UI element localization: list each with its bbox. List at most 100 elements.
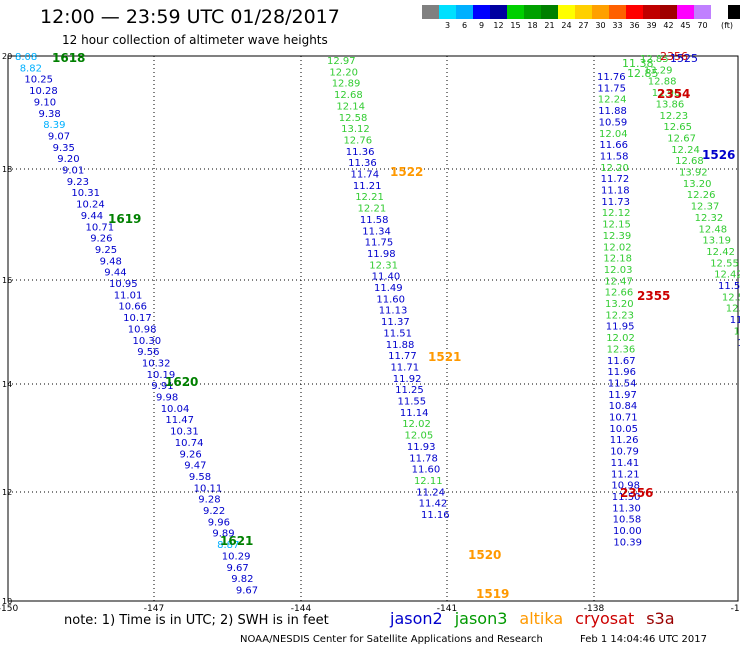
wave-height-label: 12.42 [714, 270, 740, 281]
scale-label: 12 [493, 21, 504, 30]
lat-tick-label: 14 [2, 380, 12, 389]
wave-height-label: 11.66 [599, 140, 628, 151]
wave-height-label: 11.51 [383, 328, 412, 339]
scale-label: 15 [510, 21, 521, 30]
scale-label: 27 [578, 21, 589, 30]
wave-height-label: 10.28 [29, 86, 58, 97]
lon-tick-label: -147 [144, 604, 164, 614]
wave-height-label: 12.47 [604, 276, 633, 287]
wave-height-label: 12.03 [604, 265, 633, 276]
wave-height-label: 12.5 [726, 304, 740, 315]
wave-height-label: 11.34 [362, 226, 391, 237]
wave-height-label: 12.24 [598, 95, 627, 106]
wave-height-label: 11.36 [346, 147, 375, 158]
wave-height-label: 13.19 [702, 236, 731, 247]
wave-height-label: 9.10 [34, 97, 56, 108]
wave-height-label: 9.44 [81, 211, 103, 222]
wave-height-label: 12.67 [667, 133, 696, 144]
scale-swatch [609, 5, 626, 19]
scale-label: 18 [527, 21, 538, 30]
wave-height-label: 13.20 [605, 299, 634, 310]
wave-height-label: 11.40 [372, 272, 401, 283]
wave-height-label: 11.88 [386, 340, 415, 351]
wave-height-label: 12.66 [605, 288, 634, 299]
wave-height-label: 11.49 [374, 283, 403, 294]
pass-id-label: 1522 [390, 165, 423, 179]
wave-height-label: 10.66 [118, 302, 147, 313]
wave-height-label: 11.21 [353, 181, 382, 192]
wave-height-label: 12.15 [602, 220, 631, 231]
wave-height-label: 9.89 [212, 529, 234, 540]
scale-swatch [507, 5, 524, 19]
scale-label: 45 [680, 21, 691, 30]
wave-height-label: 11.95 [606, 322, 635, 333]
timestamp: Feb 1 14:04:46 UTC 2017 [580, 634, 707, 645]
wave-height-label: 10.04 [161, 404, 190, 415]
wave-height-label: 12.18 [603, 254, 632, 265]
wave-height-label: 11.67 [607, 356, 636, 367]
wave-height-label: 9.22 [203, 506, 225, 517]
wave-height-label: 12.05 [405, 431, 434, 442]
wave-height-label: 11.72 [601, 174, 630, 185]
pass-id-label: 1519 [476, 587, 509, 601]
wave-height-label: 12.04 [599, 129, 628, 140]
wave-height-label: 9.67 [236, 585, 258, 596]
wave-height-label: 11.50 [612, 492, 641, 503]
wave-height-label: 11.53 [718, 281, 740, 292]
scale-swatch [677, 5, 694, 19]
scale-label: 9 [478, 21, 485, 30]
wave-height-label: 12.02 [606, 333, 635, 344]
wave-height-label: 11.14 [400, 408, 429, 419]
lon-tick-label: -150 [0, 604, 18, 614]
scale-swatch [473, 5, 490, 19]
wave-height-label: 9.82 [231, 574, 253, 585]
wave-height-label: 12.20 [329, 67, 358, 78]
wave-height-label: 12.23 [660, 111, 689, 122]
color-scale-labels: 3 6 9 12 15 18 21 24 27 30 33 36 39 42 45 70 [422, 21, 740, 30]
wave-height-label: 11.76 [597, 72, 626, 83]
wave-height-label: 9.25 [95, 245, 117, 256]
wave-height-label: 9.35 [53, 143, 75, 154]
wave-height-label: 10.00 [613, 526, 642, 537]
scale-label: 24 [561, 21, 572, 30]
wave-height-label: 11.98 [367, 249, 396, 260]
wave-height-label: 10.31 [170, 427, 199, 438]
wave-height-label: 10.71 [609, 413, 638, 424]
wave-height-label: 11.42 [419, 499, 448, 510]
pass-id-label: 1520 [468, 548, 501, 562]
legend-item-cryosat: cryosat [575, 609, 635, 628]
wave-height-label: 11.88 [598, 106, 627, 117]
scale-label: 70 [697, 21, 708, 30]
wave-height-label: 10.32 [142, 358, 171, 369]
wave-height-label: 11.54 [608, 378, 637, 389]
wave-height-label: 11.36 [348, 158, 377, 169]
wave-height-label: 10.17 [123, 313, 152, 324]
wave-height-label: 12.48 [699, 224, 728, 235]
pass-id-label: 1521 [428, 350, 461, 364]
wave-height-label: 10.24 [76, 200, 105, 211]
wave-height-label: 11.55 [398, 397, 427, 408]
wave-height-label: 10.30 [133, 336, 162, 347]
wave-height-label: 12.31 [369, 260, 398, 271]
legend-item-jason2: jason2 [390, 609, 443, 628]
wave-height-label: 11.16 [421, 510, 450, 521]
wave-height-label: 12.97 [327, 56, 356, 67]
wave-height-label: 12.23 [605, 310, 634, 321]
wave-height-label: 12.26 [687, 190, 716, 201]
wave-height-label: 12.02 [603, 242, 632, 253]
wave-height-label: 12.65 [663, 122, 692, 133]
scale-swatch [558, 5, 575, 19]
wave-height-label: 10.95 [109, 279, 138, 290]
wave-height-label: 11.60 [412, 465, 441, 476]
pass-id-label: 2355 [637, 289, 670, 303]
wave-height-label: 11.58 [600, 151, 629, 162]
wave-height-label: 13.20 [683, 179, 712, 190]
wave-height-label: 9.26 [180, 449, 202, 460]
wave-height-label: 8.39 [43, 120, 65, 131]
lat-tick-label: 20 [2, 52, 12, 61]
wave-height-label: 9.23 [67, 177, 89, 188]
wave-height-label: 9.26 [90, 234, 112, 245]
wave-height-label: 12.32 [695, 213, 724, 224]
scale-label: 42 [663, 21, 674, 30]
wave-height-label: 9.48 [100, 256, 122, 267]
